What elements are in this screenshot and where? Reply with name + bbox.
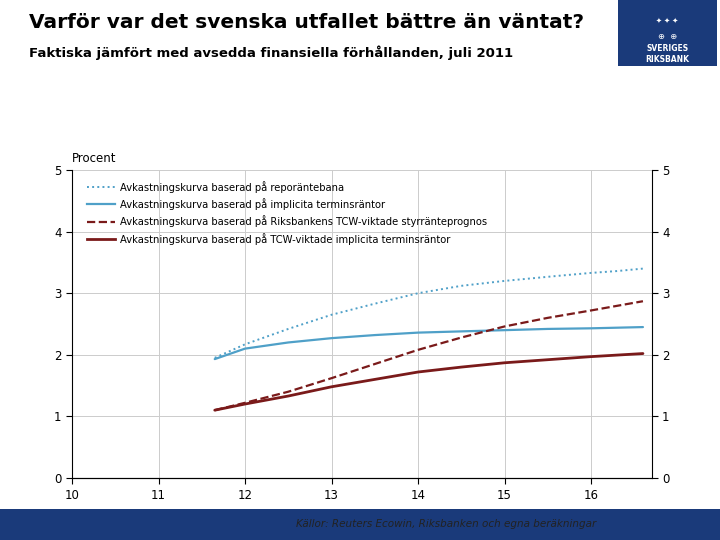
Text: Faktiska jämfört med avsedda finansiella förhållanden, juli 2011: Faktiska jämfört med avsedda finansiella… <box>29 46 513 60</box>
Text: Källor: Reuters Ecowin, Riksbanken och egna beräkningar: Källor: Reuters Ecowin, Riksbanken och e… <box>296 519 597 529</box>
Text: ⊕  ⊕: ⊕ ⊕ <box>658 32 677 40</box>
Text: Varför var det svenska utfallet bättre än väntat?: Varför var det svenska utfallet bättre ä… <box>29 14 584 32</box>
Legend: Avkastningskurva baserad på reporäntebana, Avkastningskurva baserad på implicita: Avkastningskurva baserad på reporänteban… <box>83 177 491 249</box>
Text: RIKSBANK: RIKSBANK <box>645 55 690 64</box>
Text: ✦ ✦ ✦: ✦ ✦ ✦ <box>657 18 678 24</box>
Text: Procent: Procent <box>72 152 117 165</box>
Text: SVERIGES: SVERIGES <box>647 44 688 53</box>
